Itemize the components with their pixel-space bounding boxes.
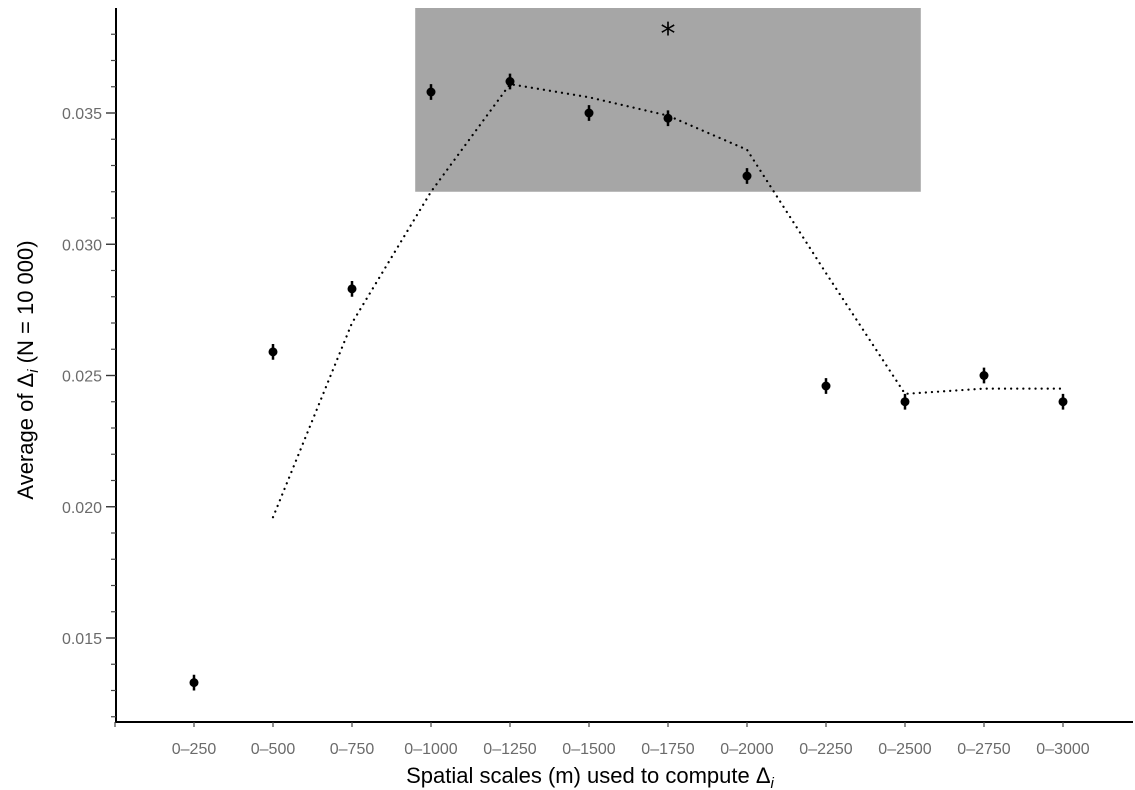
x-tick-label: 0–1250 bbox=[483, 741, 536, 758]
data-point bbox=[347, 284, 357, 294]
x-tick-label: 0–500 bbox=[251, 741, 296, 758]
x-tick-label: 0–3000 bbox=[1036, 741, 1089, 758]
x-tick-label: 0–1750 bbox=[641, 741, 694, 758]
data-point bbox=[584, 108, 594, 118]
data-point bbox=[268, 347, 278, 357]
x-tick-label: 0–250 bbox=[172, 741, 217, 758]
data-point bbox=[1058, 397, 1068, 407]
data-point bbox=[663, 113, 673, 123]
x-axis: 0–250 0–500 0–750 0–1000 0–1250 0–1500 0–1750 0… bbox=[114, 721, 1133, 758]
data-point bbox=[426, 87, 436, 97]
x-tick-label: 0–750 bbox=[330, 741, 375, 758]
data-point bbox=[900, 397, 910, 407]
y-tick-label: 0.025 bbox=[62, 369, 102, 386]
data-point bbox=[189, 678, 199, 688]
x-tick-label: 0–1500 bbox=[562, 741, 615, 758]
highlight-region bbox=[415, 8, 921, 192]
x-tick-label: 0–2500 bbox=[878, 741, 931, 758]
y-tick-label: 0.020 bbox=[62, 500, 102, 517]
x-tick-label: 0–2000 bbox=[720, 741, 773, 758]
y-axis: 0.015 0.020 0.025 0.030 0.035 bbox=[62, 8, 117, 723]
trend-line bbox=[271, 82, 1065, 519]
trend-line-group bbox=[271, 82, 1065, 519]
data-point bbox=[742, 171, 752, 181]
data-point bbox=[979, 371, 989, 380]
y-tick-label: 0.030 bbox=[62, 237, 102, 254]
highlight-star: * bbox=[661, 17, 676, 52]
x-tick-label: 0–2750 bbox=[957, 741, 1010, 758]
data-point bbox=[821, 381, 831, 391]
y-axis-title: Average of Δi (N = 10 000) bbox=[13, 240, 42, 499]
y-tick-label: 0.035 bbox=[62, 106, 102, 123]
data-point bbox=[505, 77, 515, 86]
x-axis-title: Spatial scales (m) used to compute Δi bbox=[406, 763, 774, 790]
x-tick-label: 0–1000 bbox=[404, 741, 457, 758]
x-tick-label: 0–2250 bbox=[799, 741, 852, 758]
y-tick-label: 0.015 bbox=[62, 631, 102, 648]
data-points-group bbox=[189, 73, 1068, 691]
